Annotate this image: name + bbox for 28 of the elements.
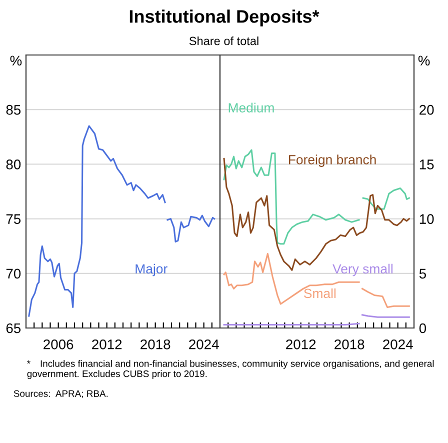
x-tick-label: 2018 [140, 339, 170, 350]
chart-subtitle: Share of total [189, 36, 258, 46]
y-tick-label: 80 [6, 160, 21, 170]
source-note: Sources: APRA; RBA. [14, 390, 108, 398]
y-tick-label: 65 [6, 323, 21, 334]
x-tick-label: 2018 [334, 339, 364, 350]
series-label: Major [136, 264, 168, 276]
text: Foreign branch [288, 154, 376, 167]
y-tick-label: 0 [419, 323, 426, 334]
y-tick-label: 20 [420, 104, 434, 115]
text: Very small [332, 264, 392, 276]
x-tick-label: 2006 [44, 339, 74, 350]
y-tick-label: 5 [419, 268, 426, 279]
x-tick-label: 2012 [92, 339, 122, 350]
y-axis-title: % [418, 56, 430, 66]
y-tick-label: 75 [6, 214, 21, 224]
y-tick-label: 70 [6, 268, 21, 279]
y-tick-label: 85 [6, 104, 21, 115]
x-tick-label: 2012 [286, 339, 316, 350]
x-tick-label: 2024 [383, 339, 413, 350]
y-tick-label: 10 [420, 214, 434, 224]
y-axis-title: % [10, 56, 22, 66]
text: * Includes financial and non-financial businesses, community service organisations, and general government. Excludes CUBS prior to 2019. [27, 360, 434, 379]
y-tick-label: 15 [420, 160, 434, 170]
text: Medium [228, 102, 274, 112]
x-tick-label: 2024 [189, 339, 219, 350]
chart-title: Institutional Deposits* [130, 10, 320, 26]
series-label: Small [304, 288, 336, 298]
